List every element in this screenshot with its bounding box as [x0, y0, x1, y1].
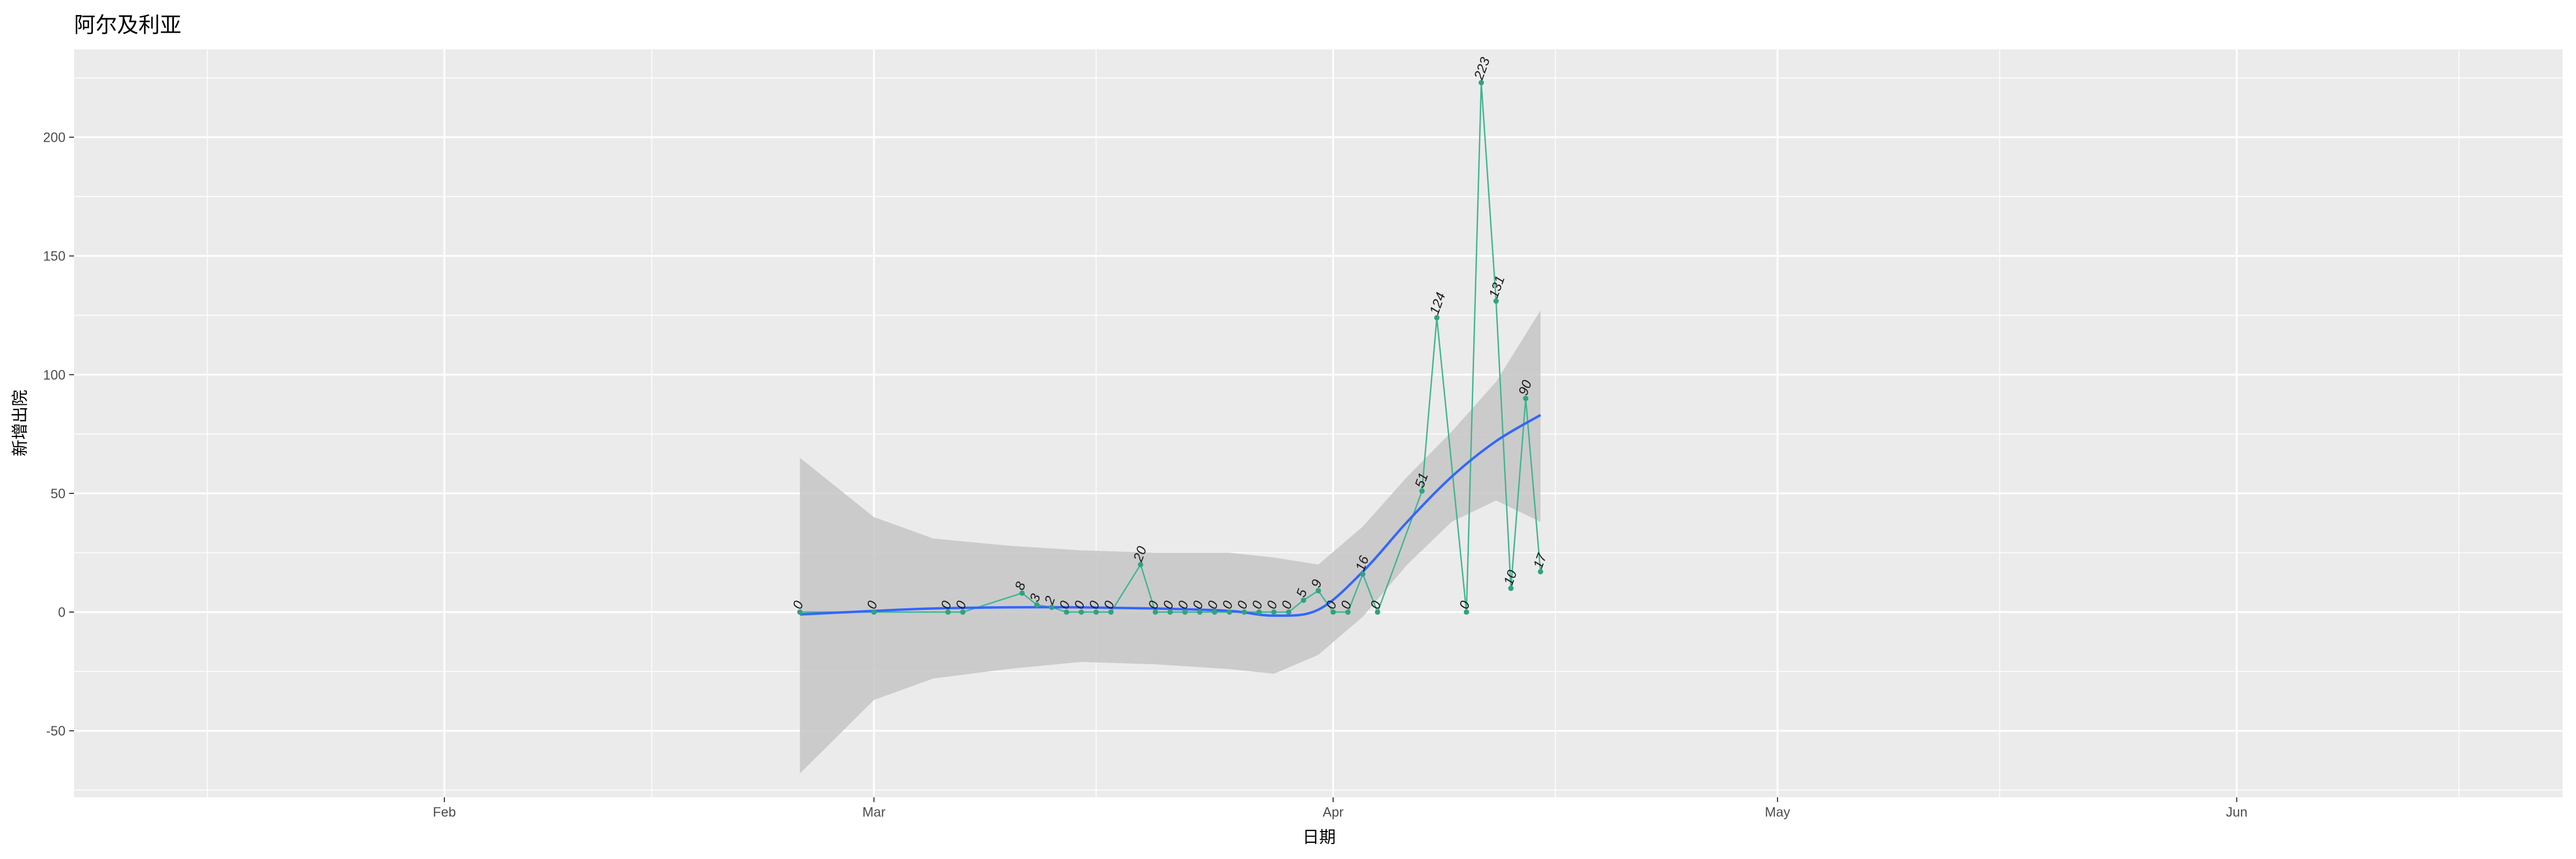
data-point: [1300, 597, 1306, 603]
y-axis-title: 新增出院: [11, 390, 30, 456]
x-tick-label: Mar: [862, 805, 885, 820]
data-point: [1093, 609, 1099, 615]
smooth-line-layer: [800, 414, 1541, 617]
data-point: [1226, 609, 1232, 615]
data-point: [1493, 298, 1499, 304]
data-point: [1167, 609, 1173, 615]
data-point: [1374, 609, 1380, 615]
data-point: [1197, 609, 1203, 615]
data-point-layer: [797, 79, 1543, 615]
data-point: [1019, 590, 1025, 596]
data-point: [1479, 79, 1484, 85]
chart-title: 阿尔及利亚: [74, 13, 181, 38]
plot-panel: [74, 49, 2563, 797]
data-point: [1286, 609, 1292, 615]
data-point: [1330, 609, 1336, 615]
y-tick-label: 150: [43, 249, 65, 264]
data-point: [1463, 609, 1469, 615]
x-axis-title: 日期: [1302, 828, 1336, 847]
data-point: [1256, 609, 1262, 615]
data-point: [1182, 609, 1188, 615]
y-tick-label: 0: [58, 605, 65, 620]
y-tick-label: 50: [50, 486, 65, 501]
data-point: [1064, 609, 1070, 615]
data-point: [1315, 588, 1321, 594]
data-point: [797, 609, 803, 615]
axis-layer: -50 0 50 100 150 200 Feb Mar Apr May Jun: [43, 130, 2248, 820]
x-tick-label: Apr: [1323, 805, 1344, 820]
confidence-ribbon-layer: [800, 310, 1541, 774]
data-point: [1345, 609, 1351, 615]
data-point: [1271, 609, 1277, 615]
data-point: [945, 609, 951, 615]
x-tick-label: May: [1765, 805, 1791, 820]
x-tick-label: Jun: [2226, 805, 2248, 820]
y-tick-label: 100: [43, 368, 65, 383]
data-point: [871, 609, 877, 615]
data-point: [1508, 585, 1514, 591]
smooth-line: [800, 414, 1541, 617]
data-point: [1538, 569, 1543, 574]
y-tick-label: -50: [46, 724, 65, 739]
data-point: [1152, 609, 1158, 615]
data-point: [1212, 609, 1218, 615]
data-point: [1138, 562, 1144, 567]
data-point: [1049, 605, 1055, 610]
data-point: [1360, 571, 1366, 577]
data-point: [1523, 396, 1528, 402]
data-point: [960, 609, 966, 615]
data-point: [1108, 609, 1114, 615]
data-point: [1078, 609, 1084, 615]
data-point: [1034, 602, 1040, 608]
data-point: [1434, 315, 1440, 321]
data-point: [1241, 609, 1247, 615]
panel-background: [74, 49, 2563, 797]
x-tick-label: Feb: [433, 805, 456, 820]
confidence-ribbon: [800, 310, 1541, 774]
y-tick-label: 200: [43, 130, 65, 145]
data-point: [1419, 488, 1425, 494]
